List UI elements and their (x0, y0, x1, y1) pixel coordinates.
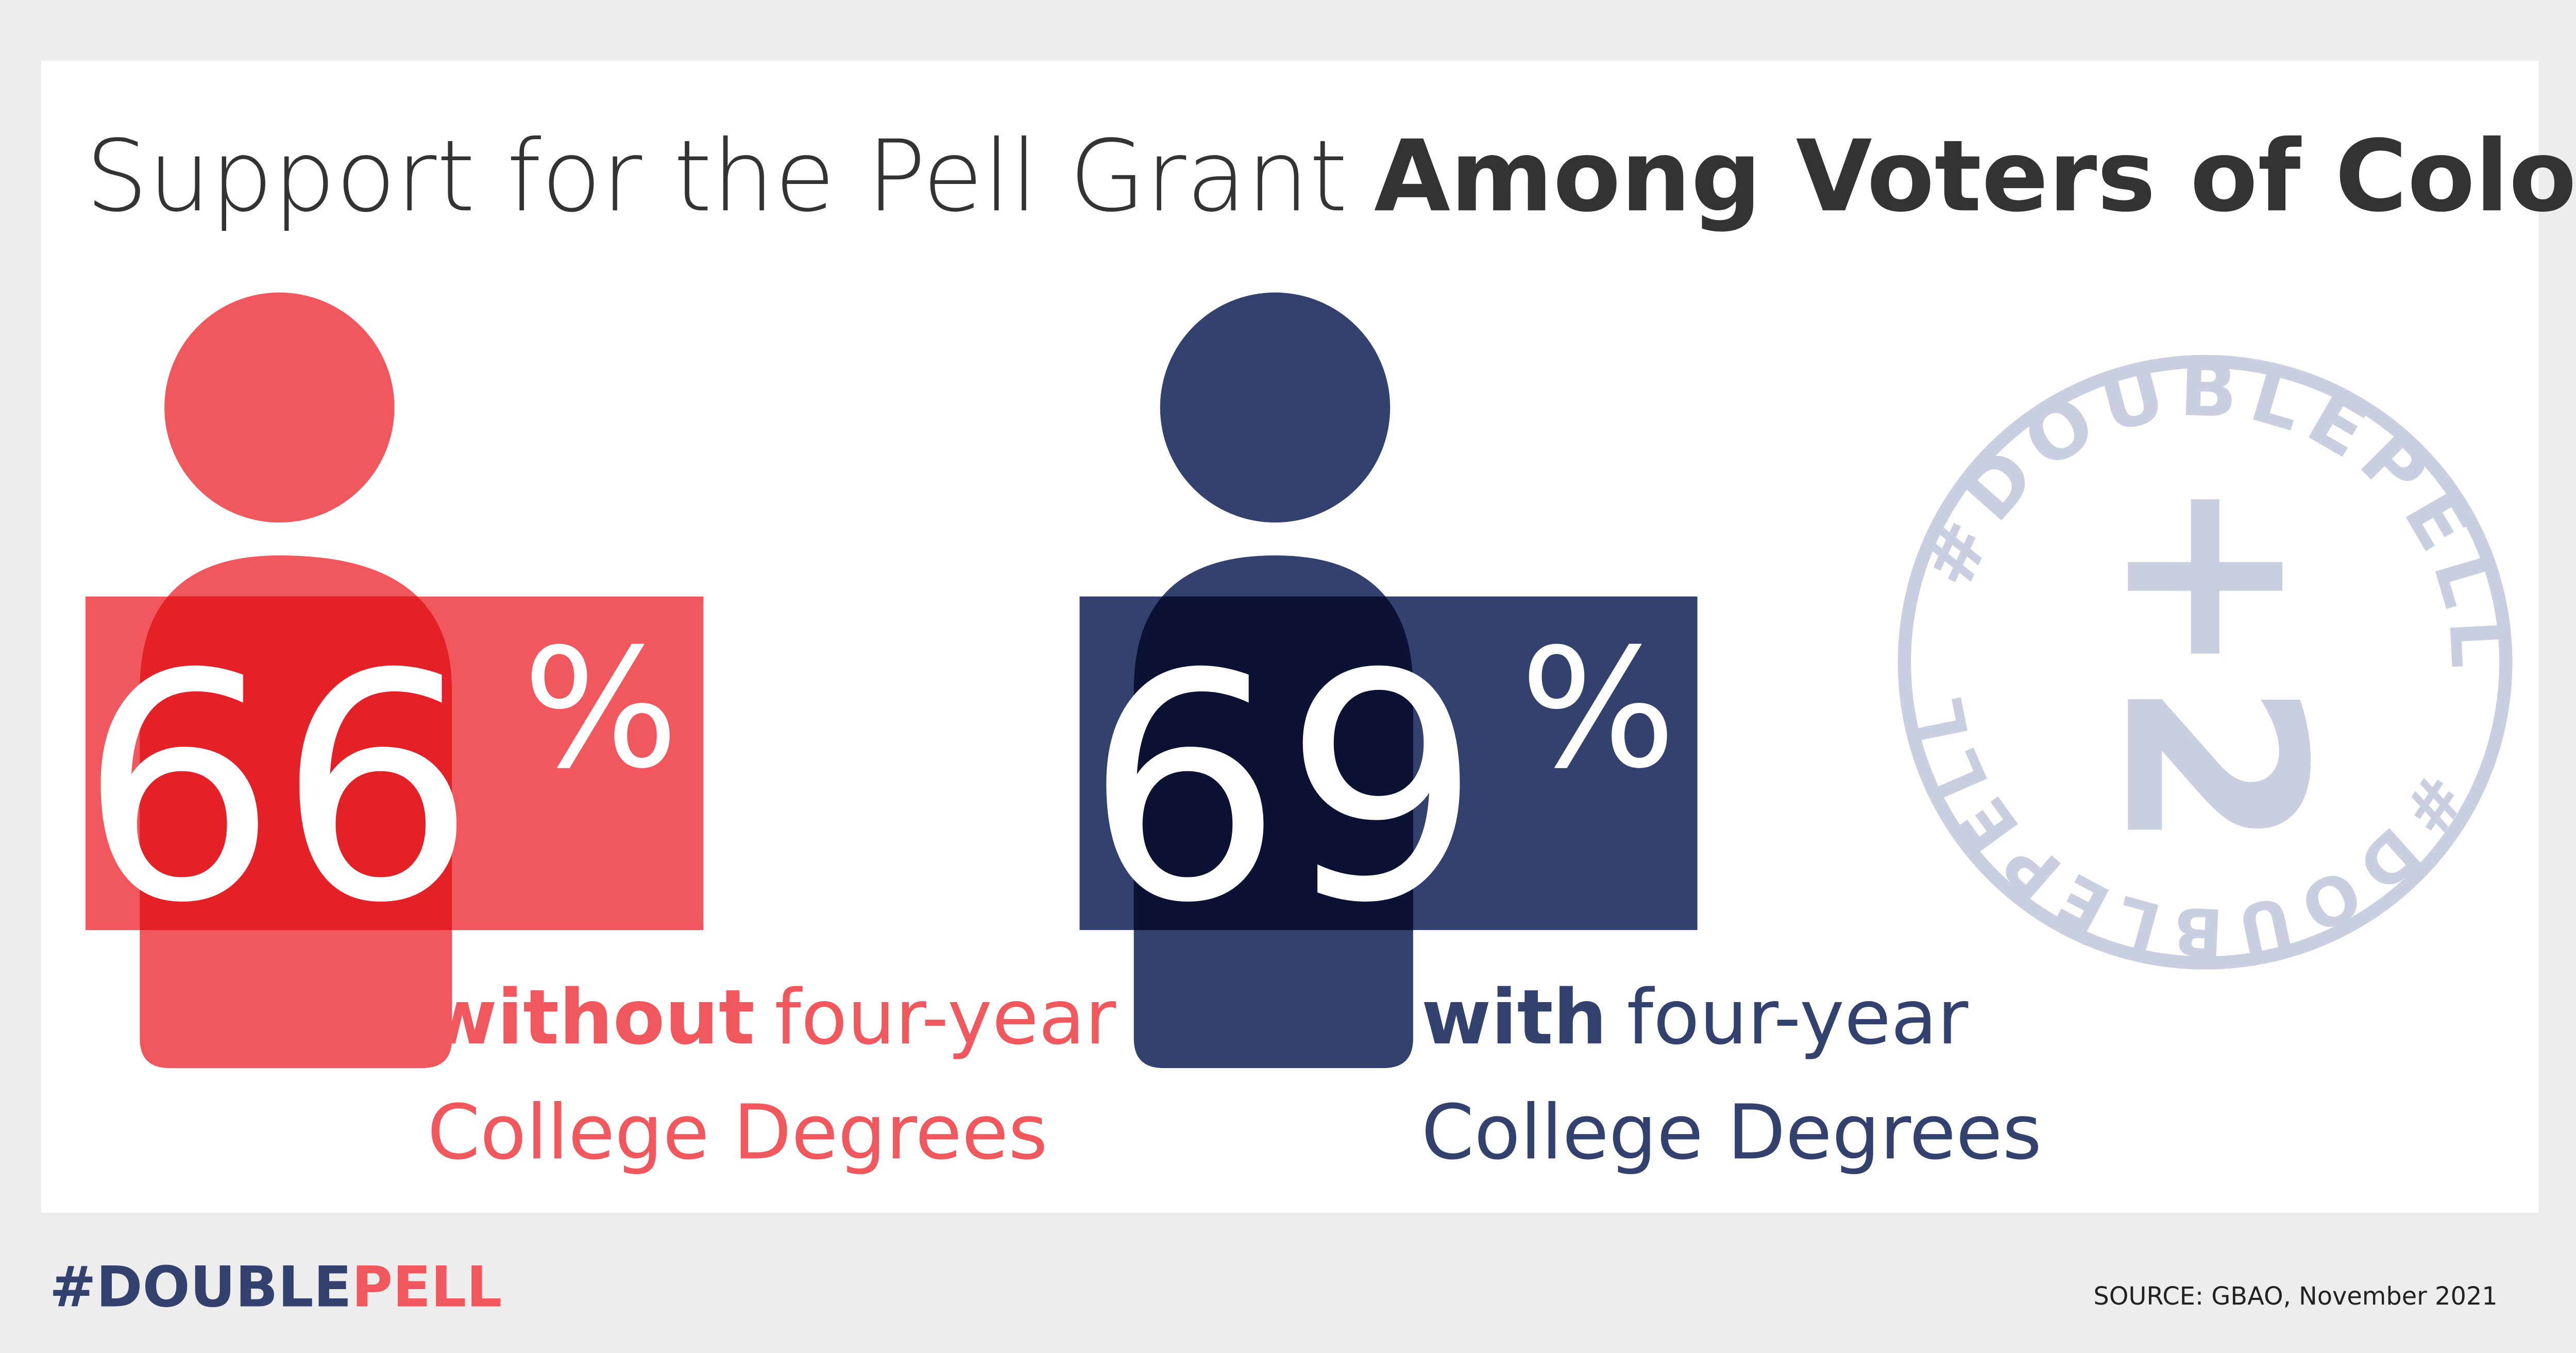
title-light: Support for the Pell Grant (86, 119, 1348, 234)
stamp-center: +2 (2070, 473, 2357, 851)
brand-part2: PELL (352, 1254, 502, 1320)
label-bold: without (427, 973, 755, 1061)
unit: % (522, 614, 679, 805)
person-head (1160, 292, 1391, 523)
brand-part1: #DOUBLE (49, 1254, 352, 1320)
brand: #DOUBLEPELL (49, 1254, 502, 1320)
value: 66 (79, 607, 476, 971)
label-light: four-year (1626, 973, 1969, 1061)
label-line2: College Degrees (1421, 1088, 2042, 1176)
stamp-ring (1897, 354, 2513, 970)
label-line2: College Degrees (427, 1088, 1047, 1176)
title: Support for the Pell Grant Among Voters o… (86, 119, 2576, 234)
unit: % (1520, 614, 1676, 805)
person-head (164, 292, 395, 523)
label-line1: without four-year (427, 973, 1116, 1061)
label-line1: with four-year (1421, 973, 1969, 1061)
label-bold: with (1421, 973, 1607, 1061)
value: 69 (1084, 607, 1482, 971)
overlap (140, 596, 452, 931)
overlap (1133, 596, 1413, 931)
source: SOURCE: GBAO, November 2021 (2093, 1282, 2497, 1311)
label-light: four-year (774, 973, 1116, 1061)
title-bold: Among Voters of Color (1374, 119, 2576, 234)
